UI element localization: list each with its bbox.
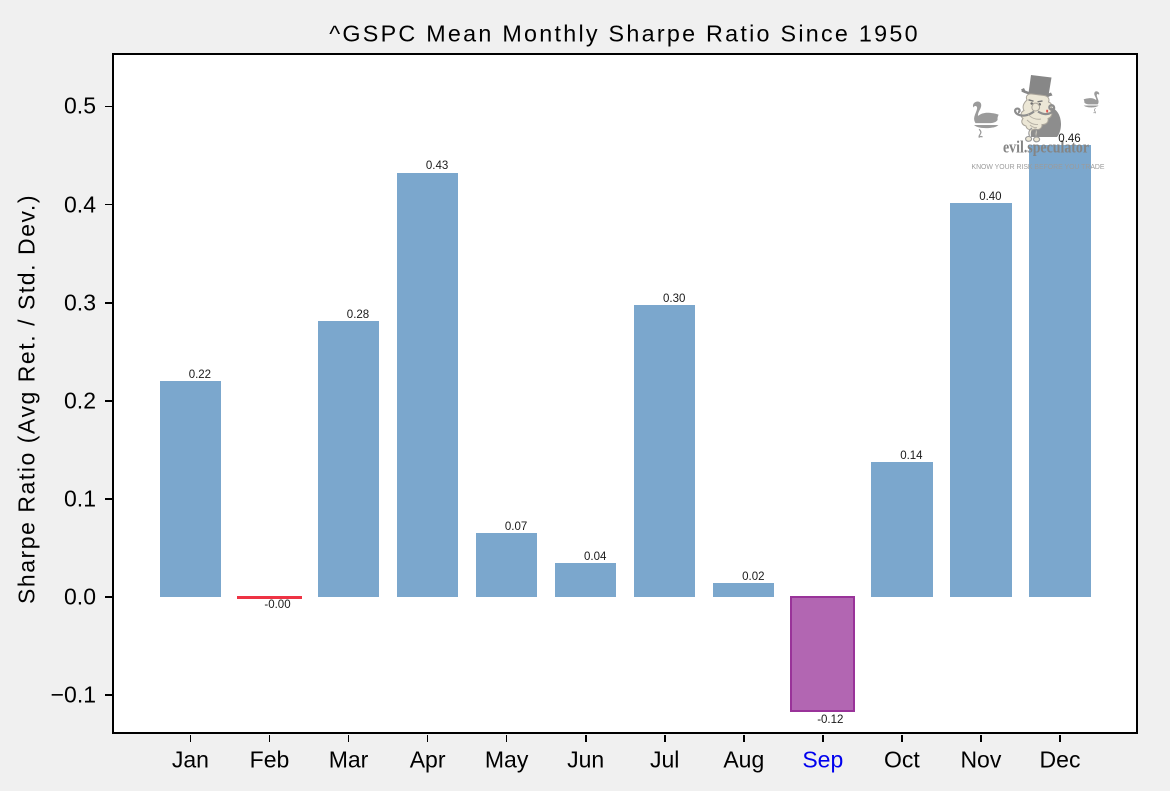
svg-text:evil.speculator: evil.speculator <box>1003 138 1089 157</box>
svg-text:KNOW YOUR RISK BEFORE YOU TRAD: KNOW YOUR RISK BEFORE YOU TRADE <box>972 164 1105 171</box>
